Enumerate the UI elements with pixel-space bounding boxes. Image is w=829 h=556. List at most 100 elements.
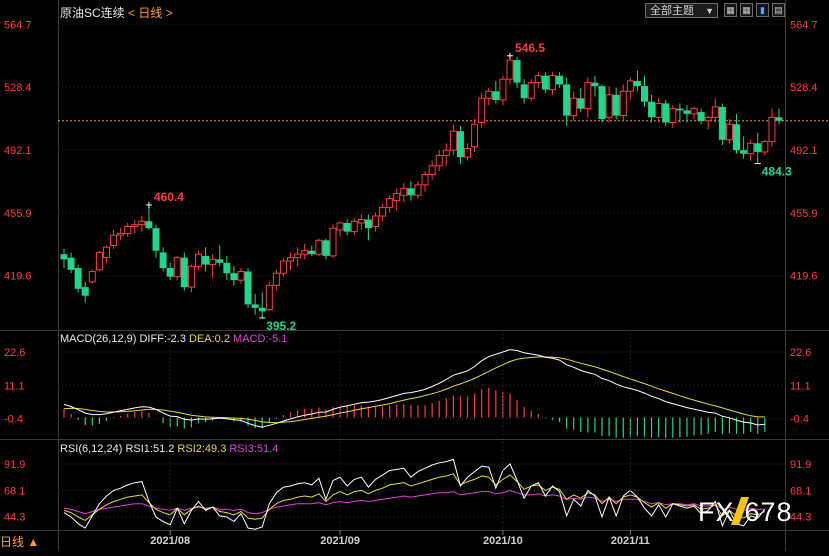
candle-body [662,103,670,123]
rsi-params: RSI(6,12,24) [60,443,123,455]
candle-body [648,101,656,118]
instrument-name[interactable]: 原油SC连续 [60,6,125,20]
candle-body [301,250,309,255]
grid-view-icon[interactable]: ▦ [740,3,753,17]
macd-y-tick-left: 22.6 [4,347,25,359]
candle-body [287,257,295,262]
candle-body [747,142,755,155]
theme-dropdown[interactable]: 全部主题 ▼ [645,3,718,18]
candle-body [711,106,719,118]
candle-body [294,253,302,259]
high-annotation: 460.4 [154,190,184,204]
bar-chart-icon[interactable]: ▮ [756,3,769,17]
right-axis-line [785,0,786,551]
candle-body [187,265,195,288]
candle-body [548,75,556,91]
price-y-tick-right: 419.6 [790,271,818,283]
candle-body [88,270,96,283]
rsi-y-tick-right: 68.1 [790,485,811,497]
candle-body [471,123,479,148]
macd-y-tick-right: 22.6 [790,347,811,359]
candle-body [60,254,68,260]
candle-body [145,221,153,229]
candle-body [485,90,493,99]
candle-body [336,222,344,231]
candle-body [619,90,627,117]
panel-separator [0,439,829,440]
candle-body [258,307,266,312]
candle-body [725,123,733,141]
candle-body [102,246,110,259]
price-y-tick-left: 564.7 [4,19,32,31]
rsi3-line [63,489,765,515]
candle-body [124,225,132,234]
rsi-header: RSI(6,12,24) RSI1:51.2 RSI2:49.3 RSI3:51… [60,443,278,455]
candle-body [216,259,224,263]
candle-body [414,184,422,196]
candle-body [570,97,578,117]
candle-body [428,165,436,175]
candle-body [244,271,252,305]
time-axis-label: 2021/10 [483,535,523,547]
candle-body [180,257,188,288]
price-y-tick-right: 455.9 [790,208,818,220]
rsi1-line [63,458,766,530]
price-y-tick-left: 419.6 [4,271,32,283]
candle-body [683,110,691,114]
candle-body [202,255,210,265]
price-y-tick-right: 564.7 [790,19,818,31]
time-axis-label: 2021/08 [150,535,190,547]
candle-body [655,102,663,118]
candle-body [754,143,762,152]
watermark-left: FX [698,497,735,527]
candle-body [152,228,160,251]
layout-icon[interactable]: ▤ [772,3,785,17]
grid-view-icon[interactable]: ▦ [724,3,737,17]
rsi2-value: RSI2:49.3 [177,443,227,455]
candle-body [322,240,330,256]
candle-body [513,60,521,83]
price-y-tick-right: 528.4 [790,82,818,94]
period-tab[interactable]: 日线 ▲ [0,535,40,549]
candle-body [478,97,486,123]
macd-header: MACD(26,12,9) DIFF:-2.3 DEA:0.2 MACD:-5.… [60,333,287,345]
price-y-tick-right: 492.1 [790,145,818,157]
theme-dropdown-label: 全部主题 [650,5,694,17]
time-axis-line [0,530,829,531]
candle-body [456,131,464,158]
low-annotation: 395.2 [266,319,296,333]
price-y-tick-left: 492.1 [4,145,32,157]
candle-body [449,130,457,151]
candle-body [350,220,358,233]
high-annotation: 546.5 [515,41,545,55]
macd-dea-line [63,356,765,424]
candle-body [775,117,783,121]
rsi-y-tick-left: 91.9 [4,459,25,471]
candle-body [704,116,712,122]
candle-body [230,273,238,281]
candle-body [110,234,118,246]
candle-body [138,220,146,226]
period-selector[interactable]: < 日线 > [128,6,173,20]
candle-body [223,262,231,274]
candle-body [272,272,280,286]
macd-params: MACD(26,12,9) [60,333,137,345]
candle-body [315,239,323,255]
candle-body [251,304,259,308]
candle-body [598,86,606,120]
macd-bar-value: MACD:-5.1 [233,333,288,345]
candle-body [541,75,549,90]
candle-body [386,198,394,208]
candle-body [740,150,748,154]
candle-body [308,250,316,255]
candle-body [577,98,585,109]
rsi-y-tick-right: 44.3 [790,512,811,524]
candle-body [605,94,613,118]
candle-body [733,124,741,151]
candle-body [520,84,528,99]
candle-body [612,94,620,116]
candle-body [343,222,351,232]
price-y-tick-left: 455.9 [4,208,32,220]
instrument-header: 原油SC连续 < 日线 > [60,4,173,21]
